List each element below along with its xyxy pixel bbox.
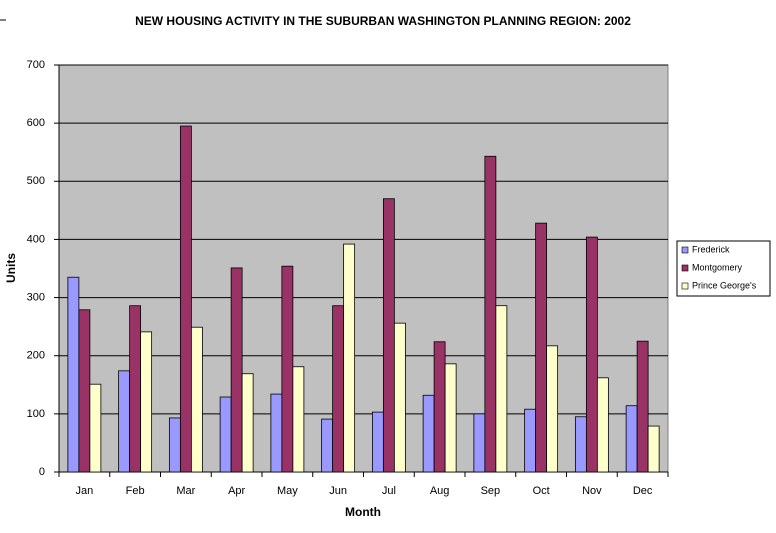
x-tick-label: Jun [329, 485, 347, 497]
x-tick-label: Feb [126, 485, 145, 497]
bar [382, 198, 395, 473]
bar [281, 265, 294, 473]
x-tick-label: Jan [76, 485, 94, 497]
y-tick-label: 600 [27, 117, 45, 129]
bar [473, 413, 486, 473]
legend-swatch [681, 282, 689, 290]
y-tick-label: 700 [27, 59, 45, 71]
bar [625, 405, 638, 473]
bar [371, 411, 384, 473]
x-tick-label: Sep [481, 485, 501, 497]
bar [89, 383, 102, 473]
bar [179, 125, 192, 473]
y-tick-label: 200 [27, 350, 45, 362]
bar [219, 396, 232, 473]
y-tick-label: 300 [27, 291, 45, 303]
x-axis-label: Month [345, 505, 381, 519]
chart-title: NEW HOUSING ACTIVITY IN THE SUBURBAN WAS… [135, 14, 631, 28]
bar [444, 363, 457, 473]
bar [343, 243, 356, 473]
bar [596, 377, 609, 473]
bar [270, 393, 283, 473]
x-tick-label: Dec [633, 485, 653, 497]
bar [332, 305, 345, 473]
bar [140, 331, 153, 473]
x-tick-label: Aug [430, 485, 450, 497]
x-tick-label: Nov [582, 485, 602, 497]
legend-label: Frederick [692, 244, 730, 254]
bar [190, 326, 203, 473]
bar [67, 276, 80, 473]
bar [168, 417, 181, 473]
bar [292, 366, 305, 473]
legend-swatch [681, 264, 689, 272]
bar [636, 340, 649, 473]
bar [321, 418, 334, 473]
y-tick-label: 500 [27, 175, 45, 187]
bar [230, 267, 243, 473]
y-tick-label: 100 [27, 408, 45, 420]
bar [78, 309, 91, 473]
bar [393, 322, 406, 473]
x-tick-label: May [277, 485, 298, 497]
bar [524, 408, 537, 473]
bar [433, 341, 446, 473]
bar [495, 305, 508, 473]
y-tick-label: 400 [27, 233, 45, 245]
bar [241, 373, 254, 473]
legend-label: Prince George's [692, 280, 757, 290]
y-axis-label: Units [4, 253, 18, 283]
legend-label: Montgomery [692, 262, 743, 272]
x-tick-label: Apr [228, 485, 245, 497]
legend-box [676, 240, 771, 297]
bar [585, 236, 598, 473]
x-tick-label: Jul [382, 485, 396, 497]
bar [118, 370, 131, 473]
bar [422, 394, 435, 473]
bar [647, 425, 660, 473]
bar [129, 305, 142, 473]
legend-swatch [681, 246, 689, 254]
bar [574, 416, 587, 473]
x-tick-label: Mar [176, 485, 195, 497]
bar [484, 155, 497, 473]
bar [546, 345, 559, 473]
bar [535, 222, 548, 473]
y-tick-label: 0 [39, 466, 45, 478]
x-tick-label: Oct [533, 485, 550, 497]
